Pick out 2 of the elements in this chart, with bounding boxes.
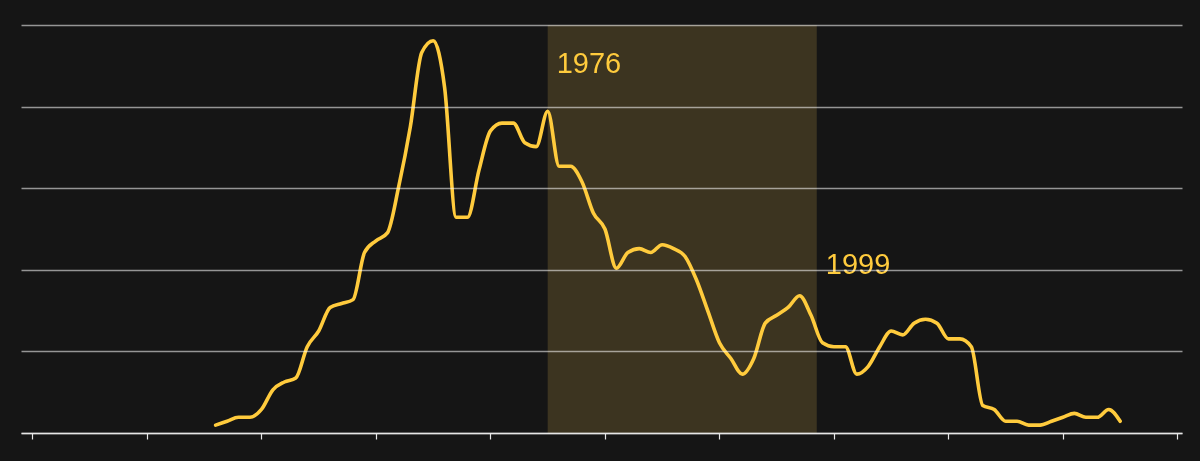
annotation: 1976 [556, 47, 622, 79]
annotation: 1999 [825, 248, 891, 280]
